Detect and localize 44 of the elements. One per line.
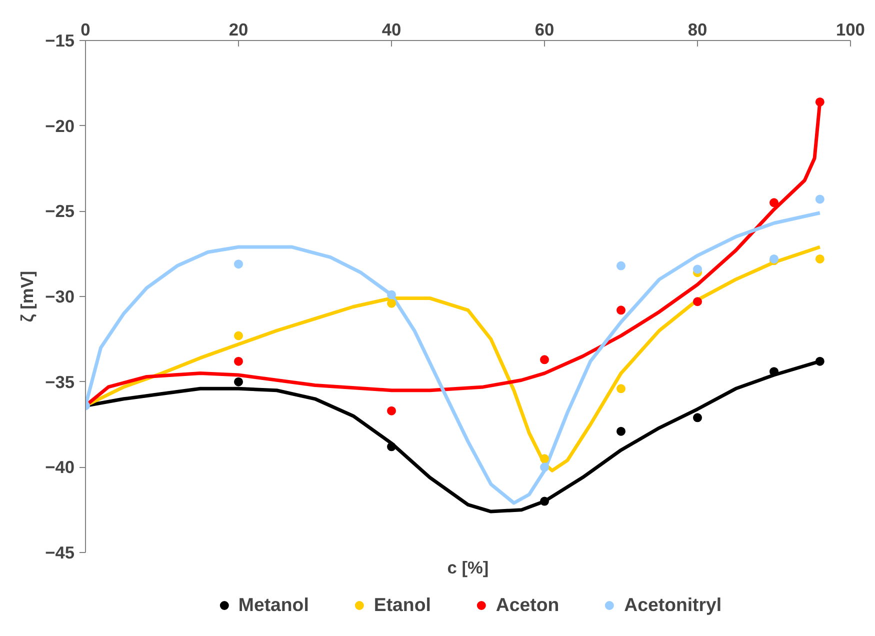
x-tick-label: 80 [688, 20, 708, 40]
legend-label: Metanol [238, 594, 309, 616]
x-tick-label: 100 [836, 20, 865, 40]
point [387, 442, 396, 452]
y-tick-label: −20 [45, 116, 75, 136]
y-tick-label: −25 [45, 201, 75, 222]
point [234, 356, 243, 366]
point [234, 260, 243, 269]
x-tick-label: 40 [382, 20, 402, 40]
point [815, 194, 824, 204]
x-tick-label: 0 [80, 20, 90, 40]
legend-label: Aceton [496, 594, 560, 616]
point [693, 413, 702, 422]
point [616, 306, 626, 315]
point [815, 97, 824, 106]
y-tick-label: −35 [45, 372, 75, 392]
point [540, 355, 549, 364]
point [234, 377, 243, 386]
point [387, 290, 396, 300]
point [234, 331, 243, 340]
point [387, 298, 396, 308]
x-axis-title: c [%] [447, 558, 489, 578]
line-series [86, 211, 822, 505]
point [540, 496, 549, 506]
point [540, 462, 549, 472]
x-tick-label: 60 [534, 20, 554, 40]
point [616, 384, 626, 394]
point [693, 297, 702, 306]
y-tick-label: −45 [45, 542, 75, 562]
point [815, 356, 824, 366]
point [815, 254, 824, 264]
point [616, 426, 626, 436]
x-tick-label: 20 [228, 20, 248, 40]
y-tick-label: −30 [45, 286, 75, 306]
point [387, 406, 396, 416]
point [616, 261, 626, 270]
point [770, 198, 778, 208]
point [693, 264, 702, 274]
legend-label: Etanol [374, 594, 431, 616]
y-tick-label: −40 [45, 457, 75, 478]
y-axis-title: ζ [mV] [17, 270, 38, 322]
y-tick-label: −15 [45, 30, 75, 50]
legend-label: Acetonitryl [624, 594, 722, 616]
point [540, 454, 549, 464]
